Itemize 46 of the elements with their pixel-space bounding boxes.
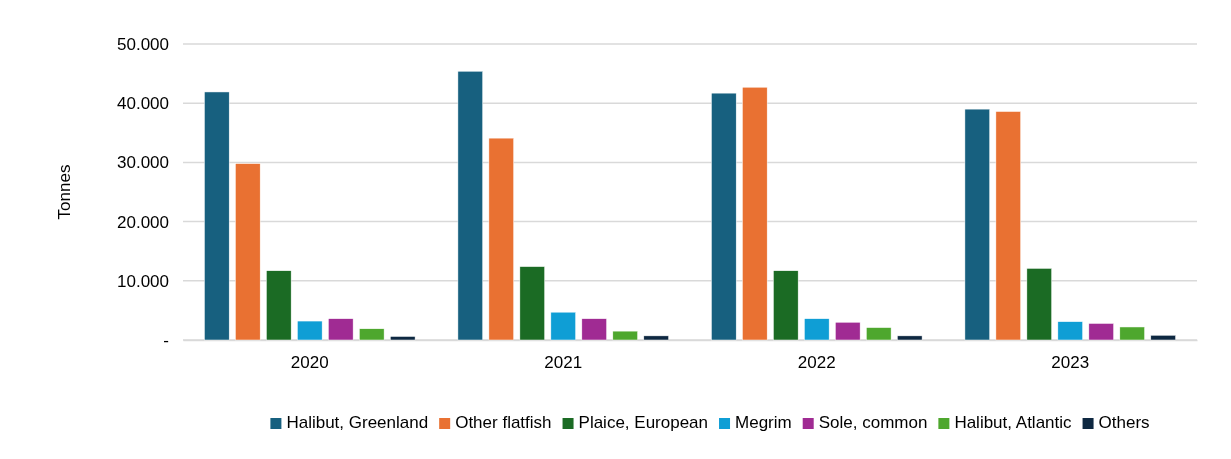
bar [804,318,830,341]
y-tick-label: 30.000 [117,153,169,173]
bar [612,330,638,341]
bar [488,137,514,341]
legend-label: Sole, common [818,413,928,432]
legend-label: Halibut, Atlantic [954,413,1073,432]
y-axis-title: Tonnes [55,164,74,220]
bar [995,111,1021,341]
bar [742,86,768,341]
bar [519,266,545,341]
bar [581,318,607,341]
legend-label: Megrim [735,413,792,432]
bar [964,108,990,341]
bar [643,335,669,341]
bar [359,328,385,341]
y-tick-label: 40.000 [117,94,169,114]
bar [266,270,292,341]
y-tick-label: 20.000 [117,212,169,232]
x-tick-label: 2023 [1051,353,1090,373]
bar [297,320,323,341]
legend-label: Halibut, Greenland [286,413,429,432]
bar [835,321,861,341]
bar [1119,326,1145,341]
bar [897,335,923,341]
y-tick-label: - [163,330,169,350]
bar [866,327,892,341]
legend-label: Plaice, European [578,413,709,432]
bar [328,318,354,341]
y-tick-label: 50.000 [117,34,169,54]
bar [390,336,416,341]
bar [204,91,230,341]
bar [235,163,261,341]
legend-label: Other flatfish [455,413,552,432]
bar [773,270,799,341]
bar [550,311,576,341]
bar [457,70,483,341]
legend-label: Others [1098,413,1150,432]
bar [1088,323,1114,341]
bar [1150,335,1176,341]
bar [1026,268,1052,341]
x-tick-label: 2020 [290,353,329,373]
x-tick-label: 2021 [544,353,583,373]
bar [711,92,737,341]
bar [1057,321,1083,341]
x-tick-label: 2022 [797,353,836,373]
y-tick-label: 10.000 [117,271,169,291]
